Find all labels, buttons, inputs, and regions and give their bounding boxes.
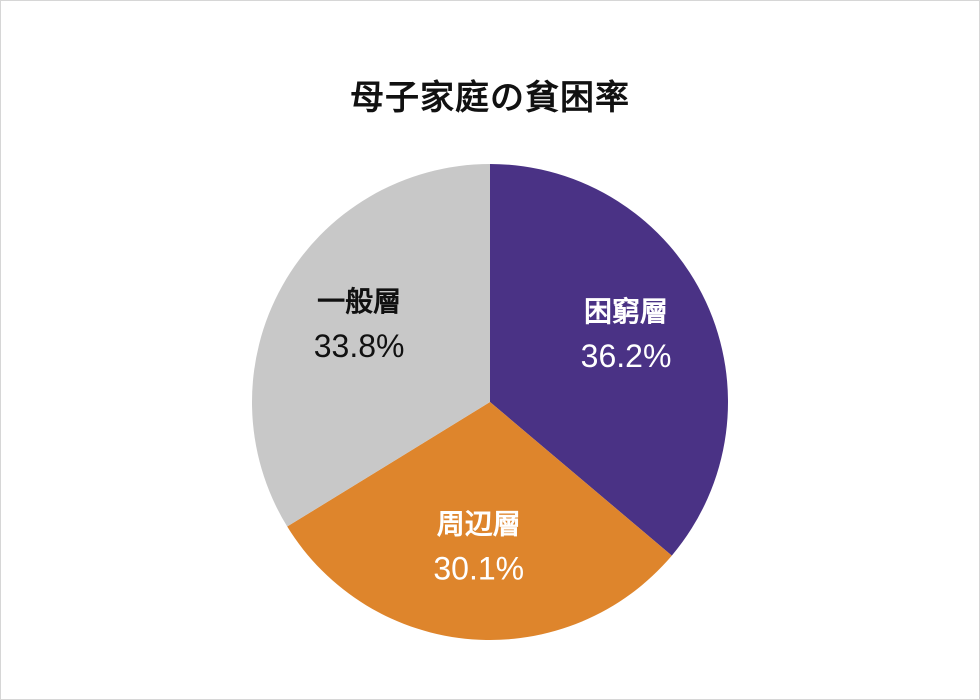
pie-slice-shuhenso: [287, 402, 672, 641]
pie-slice-ippanso: [252, 164, 490, 527]
slice-label-ippanso: 一般層: [317, 285, 401, 318]
slice-value-konkyuso: 36.2%: [581, 338, 672, 374]
pie-slice-konkyuso: [490, 164, 729, 556]
slice-value-ippanso: 33.8%: [314, 328, 405, 364]
slice-label-konkyuso: 困窮層: [584, 295, 668, 328]
slice-label-shuhenso: 周辺層: [437, 508, 521, 541]
chart-title: 母子家庭の貧困率: [350, 78, 630, 118]
slice-value-shuhenso: 30.1%: [433, 551, 524, 587]
